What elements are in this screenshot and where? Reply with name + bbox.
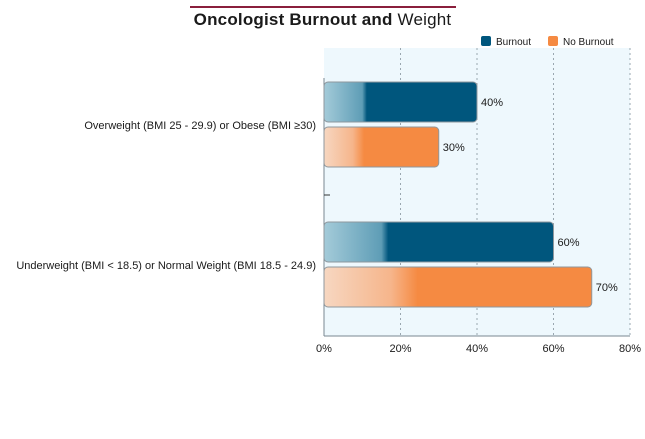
- x-tick-label: 40%: [466, 343, 488, 355]
- legend-swatch: [548, 36, 558, 46]
- legend-label: Burnout: [496, 37, 531, 48]
- x-tick-label: 0%: [316, 343, 332, 355]
- chart-title: Oncologist Burnout and Weight: [0, 10, 645, 30]
- bar-burnout: [323, 81, 478, 123]
- legend-swatch: [481, 36, 491, 46]
- bar-no-burnout: [323, 126, 440, 168]
- x-tick-label: 80%: [619, 343, 641, 355]
- chart-title-bold: Oncologist Burnout and: [193, 10, 393, 29]
- data-label: 40%: [481, 97, 503, 109]
- x-tick-label: 60%: [542, 343, 564, 355]
- title-rule: [190, 6, 456, 8]
- chart-title-regular: Weight: [397, 10, 452, 29]
- category-label: Overweight (BMI 25 - 29.9) or Obese (BMI…: [84, 120, 316, 132]
- bar-burnout: [323, 221, 554, 263]
- category-label: Underweight (BMI < 18.5) or Normal Weigh…: [16, 260, 316, 272]
- bar-no-burnout: [323, 266, 593, 308]
- legend-label: No Burnout: [563, 37, 614, 48]
- x-tick-label: 20%: [389, 343, 411, 355]
- data-label: 70%: [596, 282, 618, 294]
- data-label: 30%: [443, 142, 465, 154]
- data-label: 60%: [558, 237, 580, 249]
